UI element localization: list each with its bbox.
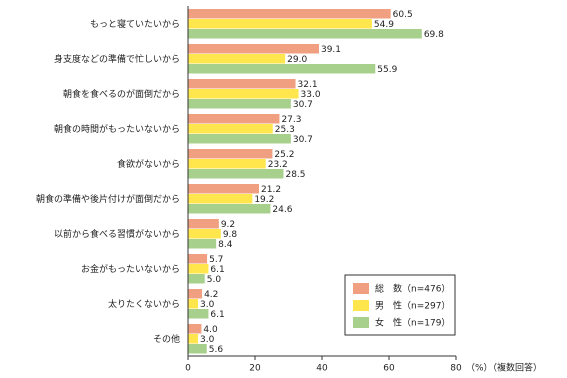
bar — [188, 219, 219, 229]
value-label: 5.7 — [209, 255, 223, 265]
bar — [188, 169, 284, 179]
y-tick-label: もっと寝ていたいから — [90, 18, 180, 30]
legend-swatch — [353, 300, 369, 311]
value-label: 5.6 — [209, 345, 224, 355]
value-label: 4.0 — [203, 325, 218, 335]
y-tick-label: 食欲がないから — [117, 158, 180, 170]
bar — [188, 79, 296, 89]
bar — [188, 44, 319, 54]
bar — [188, 309, 209, 319]
bar — [188, 159, 266, 169]
x-tick-label: 40 — [316, 364, 328, 374]
value-label: 3.0 — [200, 335, 215, 345]
y-tick-label: 以前から食べる習慣がないから — [54, 228, 180, 240]
value-label: 8.4 — [218, 240, 233, 250]
x-tick-label: 80 — [450, 364, 462, 374]
bar — [188, 124, 273, 134]
x-tick-label: 0 — [185, 364, 191, 374]
y-tick-label: お金がもったいないから — [81, 263, 180, 275]
bar — [188, 299, 199, 309]
bar — [188, 134, 291, 144]
bar — [188, 334, 199, 344]
bar — [188, 19, 372, 29]
bar — [188, 114, 280, 124]
value-label: 6.1 — [210, 265, 224, 275]
value-label: 4.2 — [204, 290, 218, 300]
value-label: 25.3 — [275, 125, 295, 135]
x-axis-label: （%）（複数回答） — [466, 362, 542, 374]
value-label: 21.2 — [261, 185, 281, 195]
legend-label: 総 数（n=476） — [375, 283, 450, 295]
value-label: 5.0 — [207, 275, 222, 285]
y-tick-label: 身支度などの準備で忙しいから — [54, 53, 180, 65]
legend-swatch — [353, 283, 369, 294]
x-tick-label: 60 — [383, 364, 395, 374]
value-label: 33.0 — [301, 90, 321, 100]
bar — [188, 99, 291, 109]
bar — [188, 344, 207, 354]
bar — [188, 9, 391, 19]
value-label: 27.3 — [281, 115, 301, 125]
value-label: 69.8 — [424, 30, 444, 40]
value-label: 9.8 — [223, 230, 238, 240]
value-label: 23.2 — [268, 160, 288, 170]
value-label: 54.9 — [374, 20, 394, 30]
value-label: 9.2 — [221, 220, 235, 230]
value-label: 3.0 — [200, 300, 215, 310]
value-label: 19.2 — [254, 195, 274, 205]
x-tick-label: 20 — [249, 364, 261, 374]
legend-label: 女 性（n=179） — [375, 317, 450, 329]
value-label: 30.7 — [293, 135, 313, 145]
bar — [188, 324, 202, 334]
value-label: 29.0 — [287, 55, 307, 65]
bar — [188, 254, 208, 264]
value-label: 28.5 — [285, 170, 305, 180]
y-tick-label: 朝食の準備や後片付けが面倒だから — [36, 193, 180, 205]
value-label: 24.6 — [272, 205, 292, 215]
bar — [188, 289, 203, 299]
bar — [188, 184, 260, 194]
bar — [188, 194, 253, 204]
bar — [188, 274, 205, 284]
y-tick-label: 朝食を食べるのが面倒だから — [63, 88, 180, 100]
legend-swatch — [353, 317, 369, 328]
bar — [188, 264, 209, 274]
bar — [188, 149, 273, 159]
bar — [188, 229, 221, 239]
value-label: 60.5 — [393, 10, 413, 20]
value-label: 30.7 — [293, 100, 313, 110]
y-tick-label: 朝食の時間がもったいないから — [54, 123, 180, 135]
value-label: 25.2 — [274, 150, 294, 160]
value-label: 6.1 — [210, 310, 224, 320]
value-label: 32.1 — [298, 80, 318, 90]
y-tick-label: 太りたくないから — [108, 298, 180, 310]
bar — [188, 89, 299, 99]
legend-label: 男 性（n=297） — [375, 300, 450, 312]
value-label: 39.1 — [321, 45, 341, 55]
bar — [188, 239, 217, 249]
bar — [188, 54, 286, 64]
value-label: 55.9 — [377, 65, 397, 75]
y-tick-label: その他 — [153, 333, 180, 345]
bar — [188, 29, 422, 39]
bar — [188, 204, 271, 214]
bar — [188, 64, 376, 74]
